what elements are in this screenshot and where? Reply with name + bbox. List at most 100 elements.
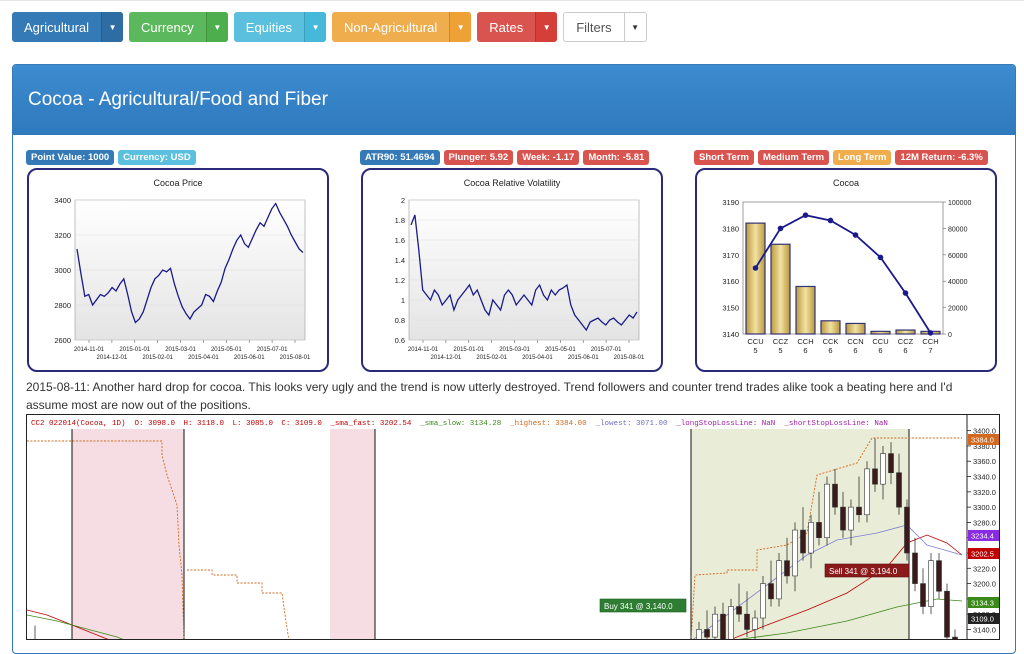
candle-body: [864, 468, 870, 516]
agricultural-dropdown[interactable]: Agricultural ▼: [12, 12, 124, 42]
caret-down-icon[interactable]: ▼: [304, 12, 327, 42]
x-tick-label: CCK: [823, 337, 839, 346]
candle-body: [880, 453, 886, 485]
caret-down-icon[interactable]: ▼: [449, 12, 472, 42]
long-term-label: Long Term: [833, 150, 892, 165]
non-agricultural-label[interactable]: Non-Agricultural: [344, 19, 438, 35]
candle-body: [744, 613, 750, 630]
sma-slow-line: [738, 598, 963, 639]
price-tag: [968, 548, 999, 559]
open-interest-point: [827, 217, 834, 224]
non-agricultural-dropdown[interactable]: Non-Agricultural ▼: [332, 12, 472, 42]
candle-body: [720, 613, 726, 639]
y-tick-label: 2: [401, 196, 405, 205]
price-tag-label: 3109.0: [971, 615, 994, 624]
legend-item: H: 3118.0: [184, 420, 225, 428]
x-tick-label: CCN: [847, 337, 863, 346]
plot-area: [408, 199, 640, 341]
caret-down-icon[interactable]: ▼: [535, 12, 558, 42]
candle-body: [936, 560, 942, 592]
candle-body: [808, 522, 814, 554]
equities-label[interactable]: Equities: [245, 19, 293, 35]
y-left-tick-label: 3150: [722, 304, 739, 313]
candle-body: [728, 606, 734, 639]
x-tick-label: 2015-08-01: [280, 355, 311, 361]
price-tick-label: 3320.0: [973, 488, 996, 497]
x-tick-label: 6: [828, 346, 832, 355]
candle-body: [944, 590, 950, 638]
equities-dropdown[interactable]: Equities ▼: [233, 12, 327, 42]
bar: [745, 222, 766, 335]
x-tick-label: 2015-04-01: [522, 355, 553, 361]
12m-return-label: 12M Return: -6.3%: [895, 150, 988, 165]
candle-body: [832, 483, 838, 508]
currency-dropdown[interactable]: Currency ▼: [129, 12, 228, 42]
caret-down-icon[interactable]: ▼: [101, 12, 124, 42]
rates-label[interactable]: Rates: [489, 19, 524, 35]
candle-body: [704, 629, 710, 638]
filters-label[interactable]: Filters: [576, 19, 612, 35]
open-interest-point: [902, 290, 909, 296]
candle-body: [768, 583, 774, 600]
candlestick-svg[interactable]: CC2 022014(Cocoa, 1D) O: 3098.0 H: 3118.0 L…: [27, 415, 1000, 640]
x-tick-label: 2015-02-01: [142, 355, 173, 361]
y-left-tick-label: 3190: [722, 198, 739, 207]
y-tick-label: 0.8: [395, 316, 405, 325]
candle-body: [952, 636, 958, 639]
short-period-shade: [72, 429, 184, 639]
currency-label[interactable]: Currency: [141, 19, 194, 35]
legend-item: _sma_slow: 3134.28: [419, 420, 501, 428]
y-left-tick-label: 3180: [722, 224, 739, 233]
page-title: Cocoa - Agricultural/Food and Fiber: [28, 89, 328, 110]
agricultural-label[interactable]: Agricultural: [24, 19, 90, 35]
y-right-tick-label: 40000: [948, 279, 968, 286]
candle-body: [920, 583, 926, 607]
x-tick-label: 2014-11-01: [408, 347, 439, 353]
highest-line: [27, 440, 185, 639]
y-tick-label: 2800: [54, 301, 71, 310]
filters-dropdown[interactable]: Filters ▼: [563, 12, 647, 42]
legend-item: C: 3109.0: [281, 420, 322, 428]
y-tick-label: 0.6: [395, 336, 405, 345]
price-tag-label: 3384.0: [971, 436, 994, 445]
candle-body: [840, 506, 846, 531]
price-tick-label: 3360.0: [973, 457, 996, 466]
rates-dropdown[interactable]: Rates ▼: [477, 12, 558, 42]
cocoa-price-svg: Cocoa Price 2600 2800 3000 3200 3400 2014-11-0…: [54, 178, 311, 361]
series-line: [410, 214, 638, 332]
trend-labels: Short Term Medium Term Long Term 12M Ret…: [694, 150, 988, 165]
short-period-shade: [330, 429, 375, 639]
volatility-labels: ATR90: 51.4694 Plunger: 5.92 Week: -1.17…: [360, 150, 650, 165]
price-tick-label: 3140.0: [973, 625, 996, 634]
x-tick-label: 5: [753, 346, 757, 355]
contract-info-labels: Point Value: 1000 Currency: USD: [26, 150, 196, 165]
caret-down-icon[interactable]: ▼: [205, 12, 228, 42]
sell-trade-label: Sell 341 @ 3,194.0: [829, 567, 898, 576]
lowest-line: [693, 524, 963, 639]
term-structure-chart: Cocoa 3140 3150 3160 3170 3180 3190 0 20000 40000…: [695, 168, 997, 372]
x-tick-label: 2014-11-01: [74, 347, 105, 353]
x-tick-label: 2015-06-01: [568, 355, 599, 361]
market-panel: Cocoa - Agricultural/Food and Fiber: [12, 64, 1016, 654]
price-tick-label: 3220.0: [973, 564, 996, 573]
open-interest-point: [877, 254, 884, 261]
y-tick-label: 3000: [54, 266, 71, 275]
y-left-tick-label: 3160: [722, 277, 739, 286]
y-left-tick-label: 3140: [722, 330, 739, 339]
y-tick-label: 1.8: [395, 216, 405, 225]
candle-body: [784, 560, 790, 577]
caret-down-icon[interactable]: ▼: [623, 13, 646, 41]
x-tick-label: 5: [778, 346, 782, 355]
bar: [845, 322, 866, 335]
candlestick-chart[interactable]: CC2 022014(Cocoa, 1D) O: 3098.0 H: 3118.0 L…: [26, 414, 1000, 640]
panel-header: Cocoa - Agricultural/Food and Fiber: [13, 65, 1015, 135]
legend-item: _lowest: 3071.00: [595, 420, 669, 428]
candle-body: [712, 613, 718, 638]
y-tick-label: 2600: [54, 336, 71, 345]
candle-body: [752, 617, 758, 630]
legend-item: O: 3098.0: [135, 420, 176, 428]
open-interest-line: [754, 214, 932, 334]
y-right-tick-label: 20000: [948, 306, 968, 313]
legend-item: L: 3085.0: [232, 420, 273, 428]
point-value-label: Point Value: 1000: [26, 150, 115, 165]
